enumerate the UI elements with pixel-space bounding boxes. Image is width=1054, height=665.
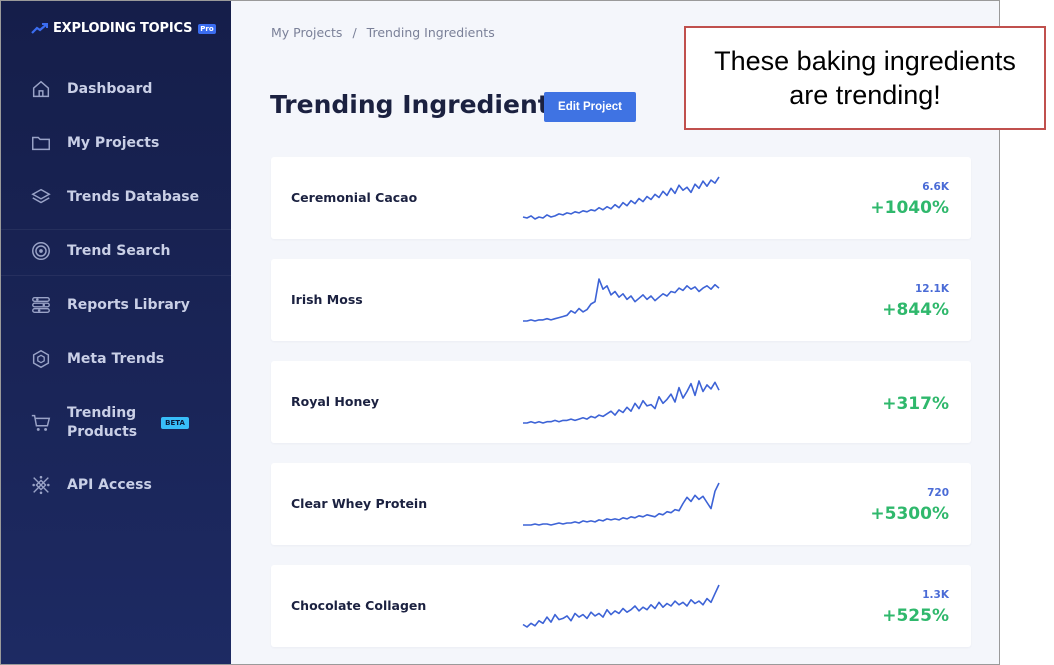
trend-volume: 720	[927, 487, 949, 499]
callout-line1: These baking ingredients	[714, 46, 1016, 76]
sidebar-item-meta-trends[interactable]: Meta Trends	[29, 347, 164, 371]
sidebar-item-label: My Projects	[67, 135, 160, 151]
annotation-callout: These baking ingredients are trending!	[684, 26, 1046, 130]
sidebar-item-trends-database[interactable]: Trends Database	[29, 185, 199, 209]
trend-name: Clear Whey Protein	[291, 496, 428, 511]
trend-name: Irish Moss	[291, 292, 363, 307]
sparkline	[522, 176, 720, 220]
trend-volume: 1.3K	[922, 589, 949, 601]
trend-volume: 12.1K	[914, 283, 949, 295]
page-title: Trending Ingredients	[270, 90, 565, 119]
breadcrumb-root[interactable]: My Projects	[271, 25, 343, 40]
sparkline	[523, 278, 720, 322]
trend-name: Chocolate Collagen	[291, 598, 427, 613]
sidebar-item-label: API Access	[67, 477, 152, 493]
trend-card[interactable]: Royal Honey +317%	[271, 361, 971, 443]
sidebar-divider	[1, 229, 231, 230]
sidebar: EXPLODING TOPICS Pro Dashboard My Projec…	[1, 1, 231, 664]
cart-icon	[29, 411, 53, 435]
sidebar-item-label-line2: Products	[67, 424, 138, 440]
sidebar-item-label: Meta Trends	[67, 351, 165, 367]
sidebar-item-dashboard[interactable]: Dashboard	[29, 77, 152, 101]
sidebar-item-api-access[interactable]: API Access	[29, 473, 152, 497]
breadcrumb-separator: /	[352, 25, 357, 40]
sparkline-path	[522, 176, 720, 220]
trend-card[interactable]: Irish Moss 12.1K +844%	[271, 259, 971, 341]
sidebar-item-label: Dashboard	[67, 81, 153, 97]
sidebar-item-trend-search[interactable]: Trend Search	[29, 239, 170, 263]
sidebar-item-trending-products[interactable]: Trending Products BETA	[29, 404, 189, 442]
sparkline	[523, 380, 720, 424]
trend-growth: +5300%	[870, 504, 949, 524]
sparkline-path	[523, 278, 720, 322]
sparkline-path	[523, 380, 720, 424]
breadcrumb: My Projects / Trending Ingredients	[271, 25, 495, 40]
breadcrumb-current: Trending Ingredients	[366, 25, 495, 40]
callout-line2: are trending!	[789, 80, 941, 110]
trend-growth: +317%	[882, 394, 949, 414]
pro-badge: Pro	[198, 23, 216, 34]
sparkline	[523, 482, 720, 526]
hexagon-icon	[29, 347, 53, 371]
sparkline-path	[523, 482, 720, 526]
sliders-icon	[29, 293, 53, 317]
api-icon	[29, 473, 53, 497]
sidebar-item-label: Reports Library	[67, 297, 190, 313]
folder-icon	[29, 131, 53, 155]
trend-growth: +1040%	[870, 198, 949, 218]
trend-name: Ceremonial Cacao	[291, 190, 418, 205]
trend-arrow-icon	[31, 19, 49, 38]
trend-name: Royal Honey	[291, 394, 380, 409]
sparkline-path	[522, 584, 720, 628]
sidebar-item-label: Trend Search	[67, 243, 171, 259]
trend-card[interactable]: Clear Whey Protein 720 +5300%	[271, 463, 971, 545]
sparkline	[522, 584, 720, 628]
sidebar-item-my-projects[interactable]: My Projects	[29, 131, 159, 155]
trend-growth: +844%	[882, 300, 949, 320]
trend-card[interactable]: Ceremonial Cacao 6.6K +1040%	[271, 157, 971, 239]
home-icon	[29, 77, 53, 101]
trend-volume: 6.6K	[922, 181, 949, 193]
sidebar-divider	[1, 275, 231, 276]
sidebar-item-reports-library[interactable]: Reports Library	[29, 293, 190, 317]
logo-text: EXPLODING TOPICS	[53, 21, 193, 36]
beta-badge: BETA	[161, 417, 189, 429]
logo[interactable]: EXPLODING TOPICS Pro	[31, 19, 216, 38]
trend-growth: +525%	[882, 606, 949, 626]
sidebar-item-label-line1: Trending	[67, 405, 137, 421]
edit-project-button[interactable]: Edit Project	[544, 92, 636, 122]
sidebar-item-label: Trends Database	[67, 189, 200, 205]
target-icon	[29, 239, 53, 263]
sidebar-item-label: Trending Products	[67, 404, 137, 442]
layers-icon	[29, 185, 53, 209]
trend-card[interactable]: Chocolate Collagen 1.3K +525%	[271, 565, 971, 647]
